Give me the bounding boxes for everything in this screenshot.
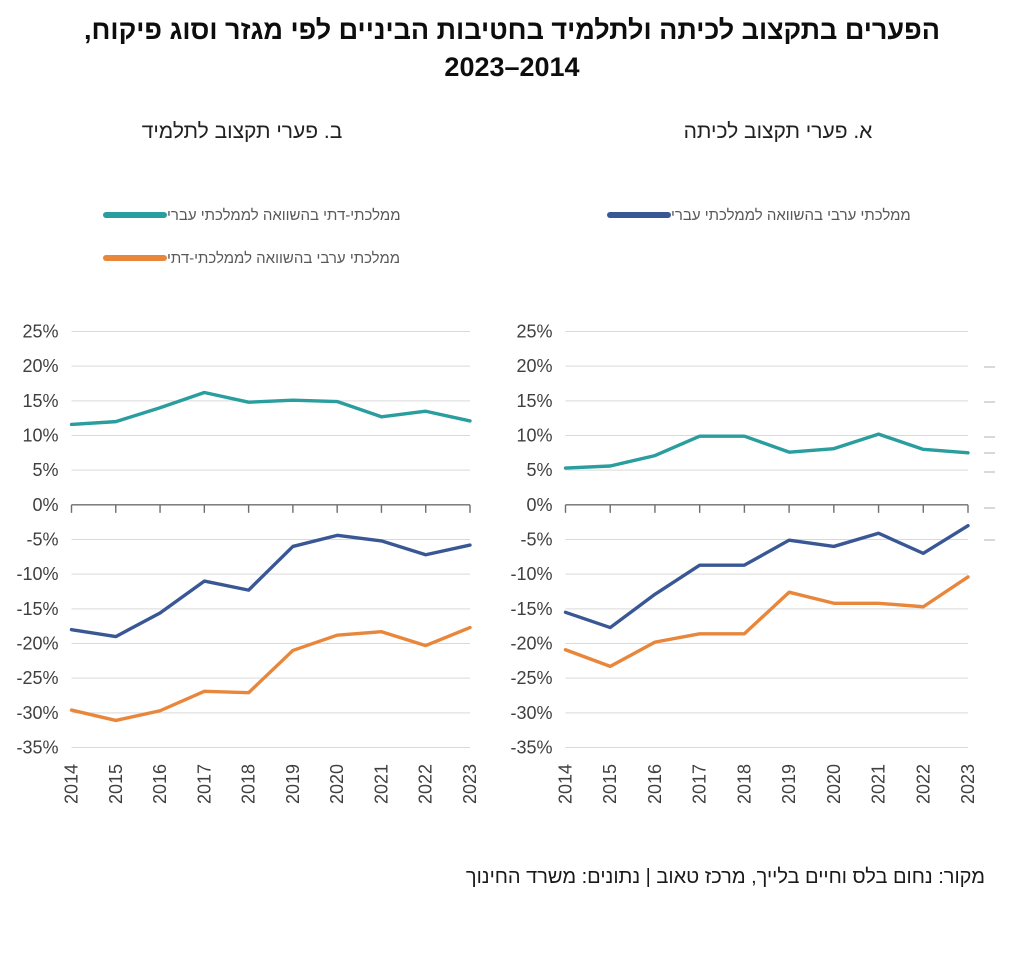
y-axis-label: 5% <box>32 460 58 480</box>
x-axis-label: 2023 <box>460 764 480 804</box>
chart-per-student: 25% 20% 15% 10% 5% 0% -5% -10% -15% -20% -25% -30% -… <box>16 322 480 805</box>
series-line <box>69 390 472 427</box>
series-line <box>563 523 970 630</box>
figure-title-line2: 2023–2014 <box>444 52 580 82</box>
y-axis-label: -5% <box>26 530 58 550</box>
x-axis-label: 2017 <box>690 764 710 804</box>
x-axis-label: 2016 <box>150 764 170 804</box>
x-axis-label: 2022 <box>416 764 436 804</box>
x-axis-label: 2021 <box>869 764 889 804</box>
y-axis-label: -10% <box>16 564 58 584</box>
legend-item-state-religious: ממלכתי-דתי בהשוואה לממלכתי עברי <box>103 204 410 226</box>
y-axis-label: -25% <box>16 668 58 688</box>
y-axis-label: 5% <box>526 460 552 480</box>
legend-item-arab-vs-hebrew: ממלכתי ערבי בהשוואה לממלכתי עברי <box>607 204 920 226</box>
x-axis-label: 2020 <box>327 764 347 804</box>
y-axis-label: -10% <box>510 564 552 584</box>
y-axis-label: -35% <box>510 738 552 758</box>
y-axis-label: -15% <box>510 599 552 619</box>
x-axis-label: 2016 <box>645 764 665 804</box>
figure-title-line1: הפערים בתקצוב לכיתה ולתלמיד בחטיבות הבינ… <box>84 15 940 45</box>
legend-swatch-blue <box>607 212 671 218</box>
series-line <box>563 575 970 669</box>
series-line <box>563 432 970 470</box>
y-axis-label: 25% <box>516 322 552 342</box>
figure-title: הפערים בתקצוב לכיתה ולתלמיד בחטיבות הבינ… <box>0 12 1024 86</box>
y-axis-label: 20% <box>22 356 58 376</box>
series-line <box>69 625 472 723</box>
y-axis-label: 20% <box>516 356 552 376</box>
x-axis-label: 2023 <box>958 764 978 804</box>
y-axis-label: 15% <box>516 391 552 411</box>
legend-item-arab-vs-religious: ממלכתי ערבי בהשוואה לממלכתי-דתי <box>103 247 409 269</box>
legend-swatch-teal <box>103 212 167 218</box>
panel-title-per-student: ב. פערי תקצוב לתלמיד <box>141 120 343 143</box>
y-axis-label: 25% <box>22 322 58 342</box>
x-axis-label: 2015 <box>600 764 620 804</box>
y-axis-label: -15% <box>16 599 58 619</box>
chart-per-class: 25% 20% 15% 10% 5% 0% -5% -10% -15% -20% -25% -30% -… <box>510 322 995 804</box>
source-note: מקור: נחום בלס וחיים בלייך, מרכז טאוב | … <box>465 866 985 888</box>
x-axis-label: 2020 <box>824 764 844 804</box>
legend-label: ממלכתי ערבי בהשוואה לממלכתי-דתי <box>167 249 401 267</box>
y-axis-label: -30% <box>16 703 58 723</box>
legend-swatch-orange <box>103 255 167 261</box>
y-axis-label: -20% <box>16 634 58 654</box>
x-axis-label: 2018 <box>734 764 754 804</box>
y-axis-label: 0% <box>32 495 58 515</box>
x-axis-label: 2018 <box>239 764 259 804</box>
legend-label: ממלכתי-דתי בהשוואה לממלכתי עברי <box>167 206 401 224</box>
x-axis-label: 2021 <box>371 764 391 804</box>
x-axis-label: 2014 <box>556 764 576 804</box>
legend-label: ממלכתי ערבי בהשוואה לממלכתי עברי <box>671 206 911 224</box>
y-axis-label: 10% <box>22 426 58 446</box>
x-axis-label: 2019 <box>779 764 799 804</box>
x-axis-label: 2022 <box>913 764 933 804</box>
x-axis-label: 2014 <box>62 764 82 804</box>
panel-title-per-class: א. פערי תקצוב לכיתה <box>683 120 873 143</box>
y-axis-label: -20% <box>510 634 552 654</box>
y-axis-label: 15% <box>22 391 58 411</box>
x-axis-label: 2017 <box>194 764 214 804</box>
y-axis-label: -25% <box>510 668 552 688</box>
x-axis-label: 2019 <box>283 764 303 804</box>
y-axis-label: -5% <box>520 530 552 550</box>
x-axis-label: 2015 <box>106 764 126 804</box>
y-axis-label: -30% <box>510 703 552 723</box>
y-axis-label: -35% <box>16 738 58 758</box>
series-line <box>69 533 472 639</box>
y-axis-label: 0% <box>526 495 552 515</box>
y-axis-label: 10% <box>516 426 552 446</box>
